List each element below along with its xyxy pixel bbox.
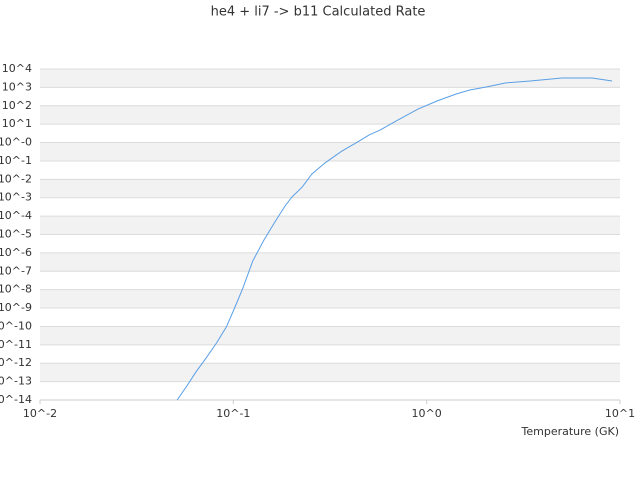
line — [176, 77, 613, 401]
x-tick-label: 10^0 — [412, 407, 442, 420]
x-axis-label: Temperature (GK) — [521, 425, 620, 438]
grid-band — [40, 326, 620, 345]
grid-band — [40, 252, 620, 272]
y-tick-label: 10^-5 — [0, 228, 32, 241]
y-tick-label: 10^-8 — [0, 283, 32, 296]
y-tick-label: 10^-10 — [0, 319, 32, 332]
y-tick-label: 10^-4 — [0, 209, 32, 222]
chart-title: he4 + li7 -> b11 Calculated Rate — [211, 5, 426, 20]
y-tick-label: 10^-9 — [0, 301, 32, 314]
y-tick-label: 10^1 — [2, 117, 32, 130]
grid-band — [40, 289, 620, 309]
y-tick-label: 10^4 — [2, 62, 32, 75]
y-tick-label: 10^-2 — [0, 172, 32, 185]
x-tick-label: 10^1 — [605, 407, 635, 420]
y-tick-label: 10^-11 — [0, 338, 32, 351]
grid-band — [40, 363, 620, 382]
y-tick-label: 10^-1 — [0, 154, 32, 167]
grid-band — [40, 69, 620, 88]
y-tick-label: 10^-7 — [0, 264, 32, 277]
y-tick-label: 10^2 — [2, 99, 32, 112]
x-tick-label: 10^-2 — [23, 407, 57, 420]
y-tick-label: 10^-0 — [0, 136, 32, 149]
grid-band — [40, 216, 620, 235]
grid-band — [40, 142, 620, 161]
grid-band — [40, 105, 620, 125]
grid-band — [40, 179, 620, 198]
y-tick-label: 10^-14 — [0, 393, 32, 406]
x-tick-label: 10^-1 — [216, 407, 250, 420]
y-tick-label: 10^3 — [2, 80, 32, 93]
y-tick-label: 10^-12 — [0, 356, 32, 369]
y-tick-label: 10^-13 — [0, 375, 32, 388]
y-tick-label: 10^-3 — [0, 191, 32, 204]
y-tick-label: 10^-6 — [0, 246, 32, 259]
